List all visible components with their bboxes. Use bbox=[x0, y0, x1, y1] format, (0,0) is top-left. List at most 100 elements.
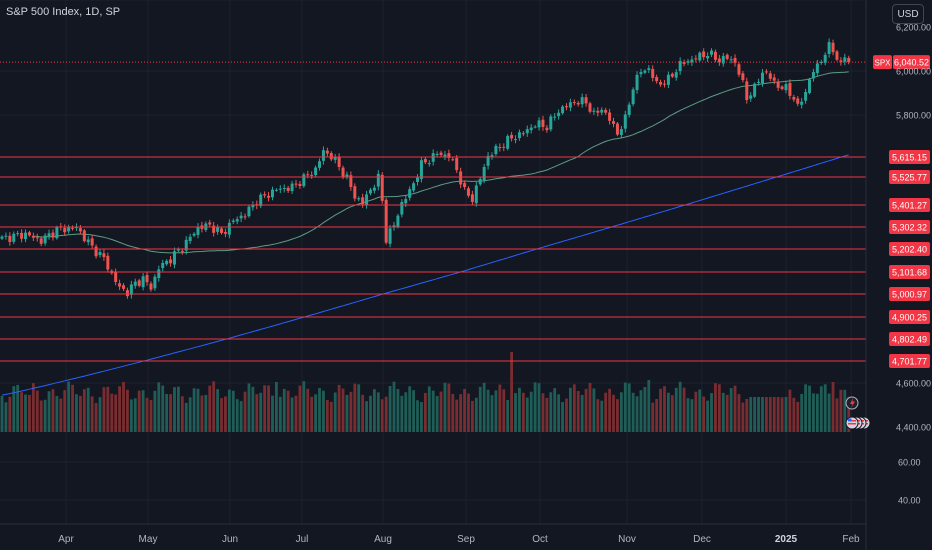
volume-bar bbox=[557, 394, 561, 432]
volume-bar bbox=[710, 393, 713, 432]
candle bbox=[145, 271, 149, 286]
level-label-bg bbox=[889, 150, 930, 164]
volume-bar bbox=[412, 390, 415, 432]
candle-body bbox=[321, 150, 325, 161]
candle-body bbox=[47, 233, 51, 237]
candle-body bbox=[365, 194, 369, 206]
candle bbox=[619, 125, 623, 139]
candle bbox=[478, 177, 482, 186]
volume-bar bbox=[212, 381, 216, 432]
candle-body bbox=[557, 112, 561, 117]
currency-button[interactable]: USD bbox=[892, 4, 924, 24]
volume-bar bbox=[667, 392, 670, 432]
volume-bar bbox=[796, 401, 800, 432]
volume-bar bbox=[435, 396, 439, 432]
candle-body bbox=[804, 91, 808, 101]
candle-body bbox=[161, 262, 165, 269]
last-price-badge: 6,040.52 bbox=[893, 55, 930, 70]
candle-body bbox=[529, 127, 533, 131]
candle-body bbox=[564, 106, 568, 108]
candle-body bbox=[655, 77, 659, 82]
time-axis-label: 2025 bbox=[775, 534, 798, 545]
candle bbox=[51, 229, 55, 241]
candle-body bbox=[188, 236, 192, 242]
candle bbox=[592, 107, 596, 115]
candle-body bbox=[760, 72, 764, 84]
candle-body bbox=[78, 228, 82, 232]
candle-body bbox=[541, 119, 545, 127]
candle bbox=[823, 52, 827, 66]
candle-body bbox=[392, 225, 396, 228]
volume-bar bbox=[714, 383, 717, 432]
candle-body bbox=[815, 63, 819, 73]
candle-body bbox=[263, 194, 267, 196]
candle-body bbox=[600, 109, 604, 113]
candle bbox=[666, 71, 670, 89]
candle-body bbox=[819, 62, 823, 64]
event-flag-stripe bbox=[848, 420, 856, 422]
candle bbox=[122, 283, 126, 292]
volume-bar bbox=[549, 392, 553, 432]
volume-bar bbox=[561, 402, 564, 432]
candle bbox=[662, 80, 666, 88]
candle bbox=[553, 113, 557, 121]
volume-bar bbox=[447, 383, 451, 432]
candle bbox=[839, 57, 843, 66]
volume-bar bbox=[384, 396, 388, 432]
candle bbox=[808, 77, 812, 95]
volume-bar bbox=[90, 396, 94, 432]
candle bbox=[27, 230, 31, 237]
candle-body bbox=[486, 155, 490, 166]
candle-body bbox=[310, 174, 314, 176]
candle-body bbox=[612, 121, 616, 124]
candle-body bbox=[553, 116, 557, 118]
volume-bar bbox=[655, 399, 659, 432]
volume-bar bbox=[737, 394, 741, 432]
candle-body bbox=[361, 197, 365, 205]
volume-bar bbox=[263, 385, 267, 432]
candle bbox=[529, 124, 533, 134]
volume-bar bbox=[741, 402, 745, 432]
candle-body bbox=[98, 252, 102, 256]
candle-body bbox=[749, 95, 753, 99]
candle bbox=[710, 48, 714, 58]
candle-body bbox=[451, 159, 455, 161]
candle-body bbox=[670, 73, 674, 77]
candle-body bbox=[682, 62, 686, 64]
candle-body bbox=[631, 89, 635, 105]
candle bbox=[706, 52, 710, 63]
candle bbox=[353, 183, 357, 202]
candle bbox=[647, 65, 651, 74]
candle bbox=[760, 69, 764, 87]
volume-bar bbox=[490, 395, 494, 432]
level-label-bg bbox=[889, 220, 930, 234]
volume-bar bbox=[749, 397, 753, 432]
candle bbox=[133, 278, 137, 289]
candle bbox=[172, 247, 176, 269]
level-label-text: 5,401.27 bbox=[892, 201, 927, 211]
candle bbox=[811, 68, 815, 82]
candle bbox=[627, 102, 631, 118]
candle-body bbox=[811, 72, 815, 79]
candle-body bbox=[239, 215, 243, 219]
candle bbox=[521, 131, 525, 137]
candle bbox=[690, 55, 694, 66]
candle-body bbox=[725, 54, 729, 59]
volume-bar bbox=[376, 392, 380, 432]
candle bbox=[78, 224, 82, 235]
candle bbox=[514, 135, 518, 144]
volume-bar bbox=[51, 389, 55, 432]
volume-bar bbox=[408, 386, 412, 432]
volume-bar bbox=[788, 389, 792, 432]
volume-bar bbox=[800, 393, 804, 432]
candle bbox=[494, 143, 498, 157]
candle-body bbox=[67, 226, 71, 232]
candle bbox=[4, 232, 8, 240]
symbol-badge: SPX bbox=[873, 55, 892, 70]
volume-bar bbox=[478, 386, 482, 432]
candle-body bbox=[470, 194, 474, 202]
level-label-bg bbox=[889, 242, 930, 256]
candle-body bbox=[290, 183, 294, 192]
time-axis-label: Nov bbox=[618, 534, 636, 545]
